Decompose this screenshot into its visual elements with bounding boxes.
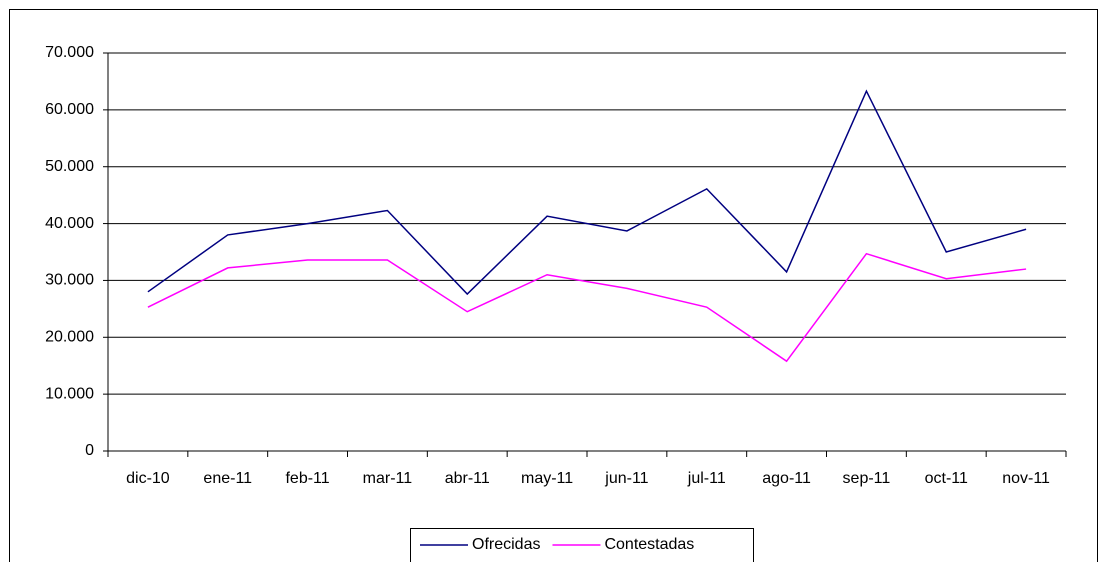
x-tick-label: sep-11 bbox=[843, 470, 891, 487]
y-tick-label: 0 bbox=[85, 442, 94, 459]
x-tick-label: mar-11 bbox=[363, 470, 413, 487]
x-tick-label: dic-10 bbox=[126, 470, 170, 487]
x-tick-label: jun-11 bbox=[604, 470, 648, 487]
x-tick-label: oct-11 bbox=[925, 470, 968, 487]
series-line bbox=[147, 252, 1027, 363]
legend-label: Ofrecidas bbox=[472, 536, 540, 553]
y-tick-label: 50.000 bbox=[45, 158, 94, 175]
y-tick-label: 60.000 bbox=[45, 101, 94, 118]
y-tick-label: 40.000 bbox=[45, 215, 94, 232]
x-tick-label: may-11 bbox=[521, 470, 573, 487]
y-tick-label: 20.000 bbox=[45, 329, 94, 346]
x-tick-label: abr-11 bbox=[445, 470, 490, 487]
chart-frame bbox=[9, 9, 1098, 562]
series-line bbox=[147, 89, 1027, 296]
y-tick-label: 30.000 bbox=[45, 272, 94, 289]
x-tick-label: ago-11 bbox=[762, 470, 811, 487]
x-tick-label: feb-11 bbox=[285, 470, 329, 487]
y-tick-label: 70.000 bbox=[45, 44, 94, 61]
x-tick-label: jul-11 bbox=[687, 470, 726, 487]
x-tick-label: nov-11 bbox=[1002, 470, 1050, 487]
legend-label: Contestadas bbox=[604, 536, 694, 553]
y-tick-label: 10.000 bbox=[45, 385, 94, 402]
x-tick-label: ene-11 bbox=[203, 470, 252, 487]
